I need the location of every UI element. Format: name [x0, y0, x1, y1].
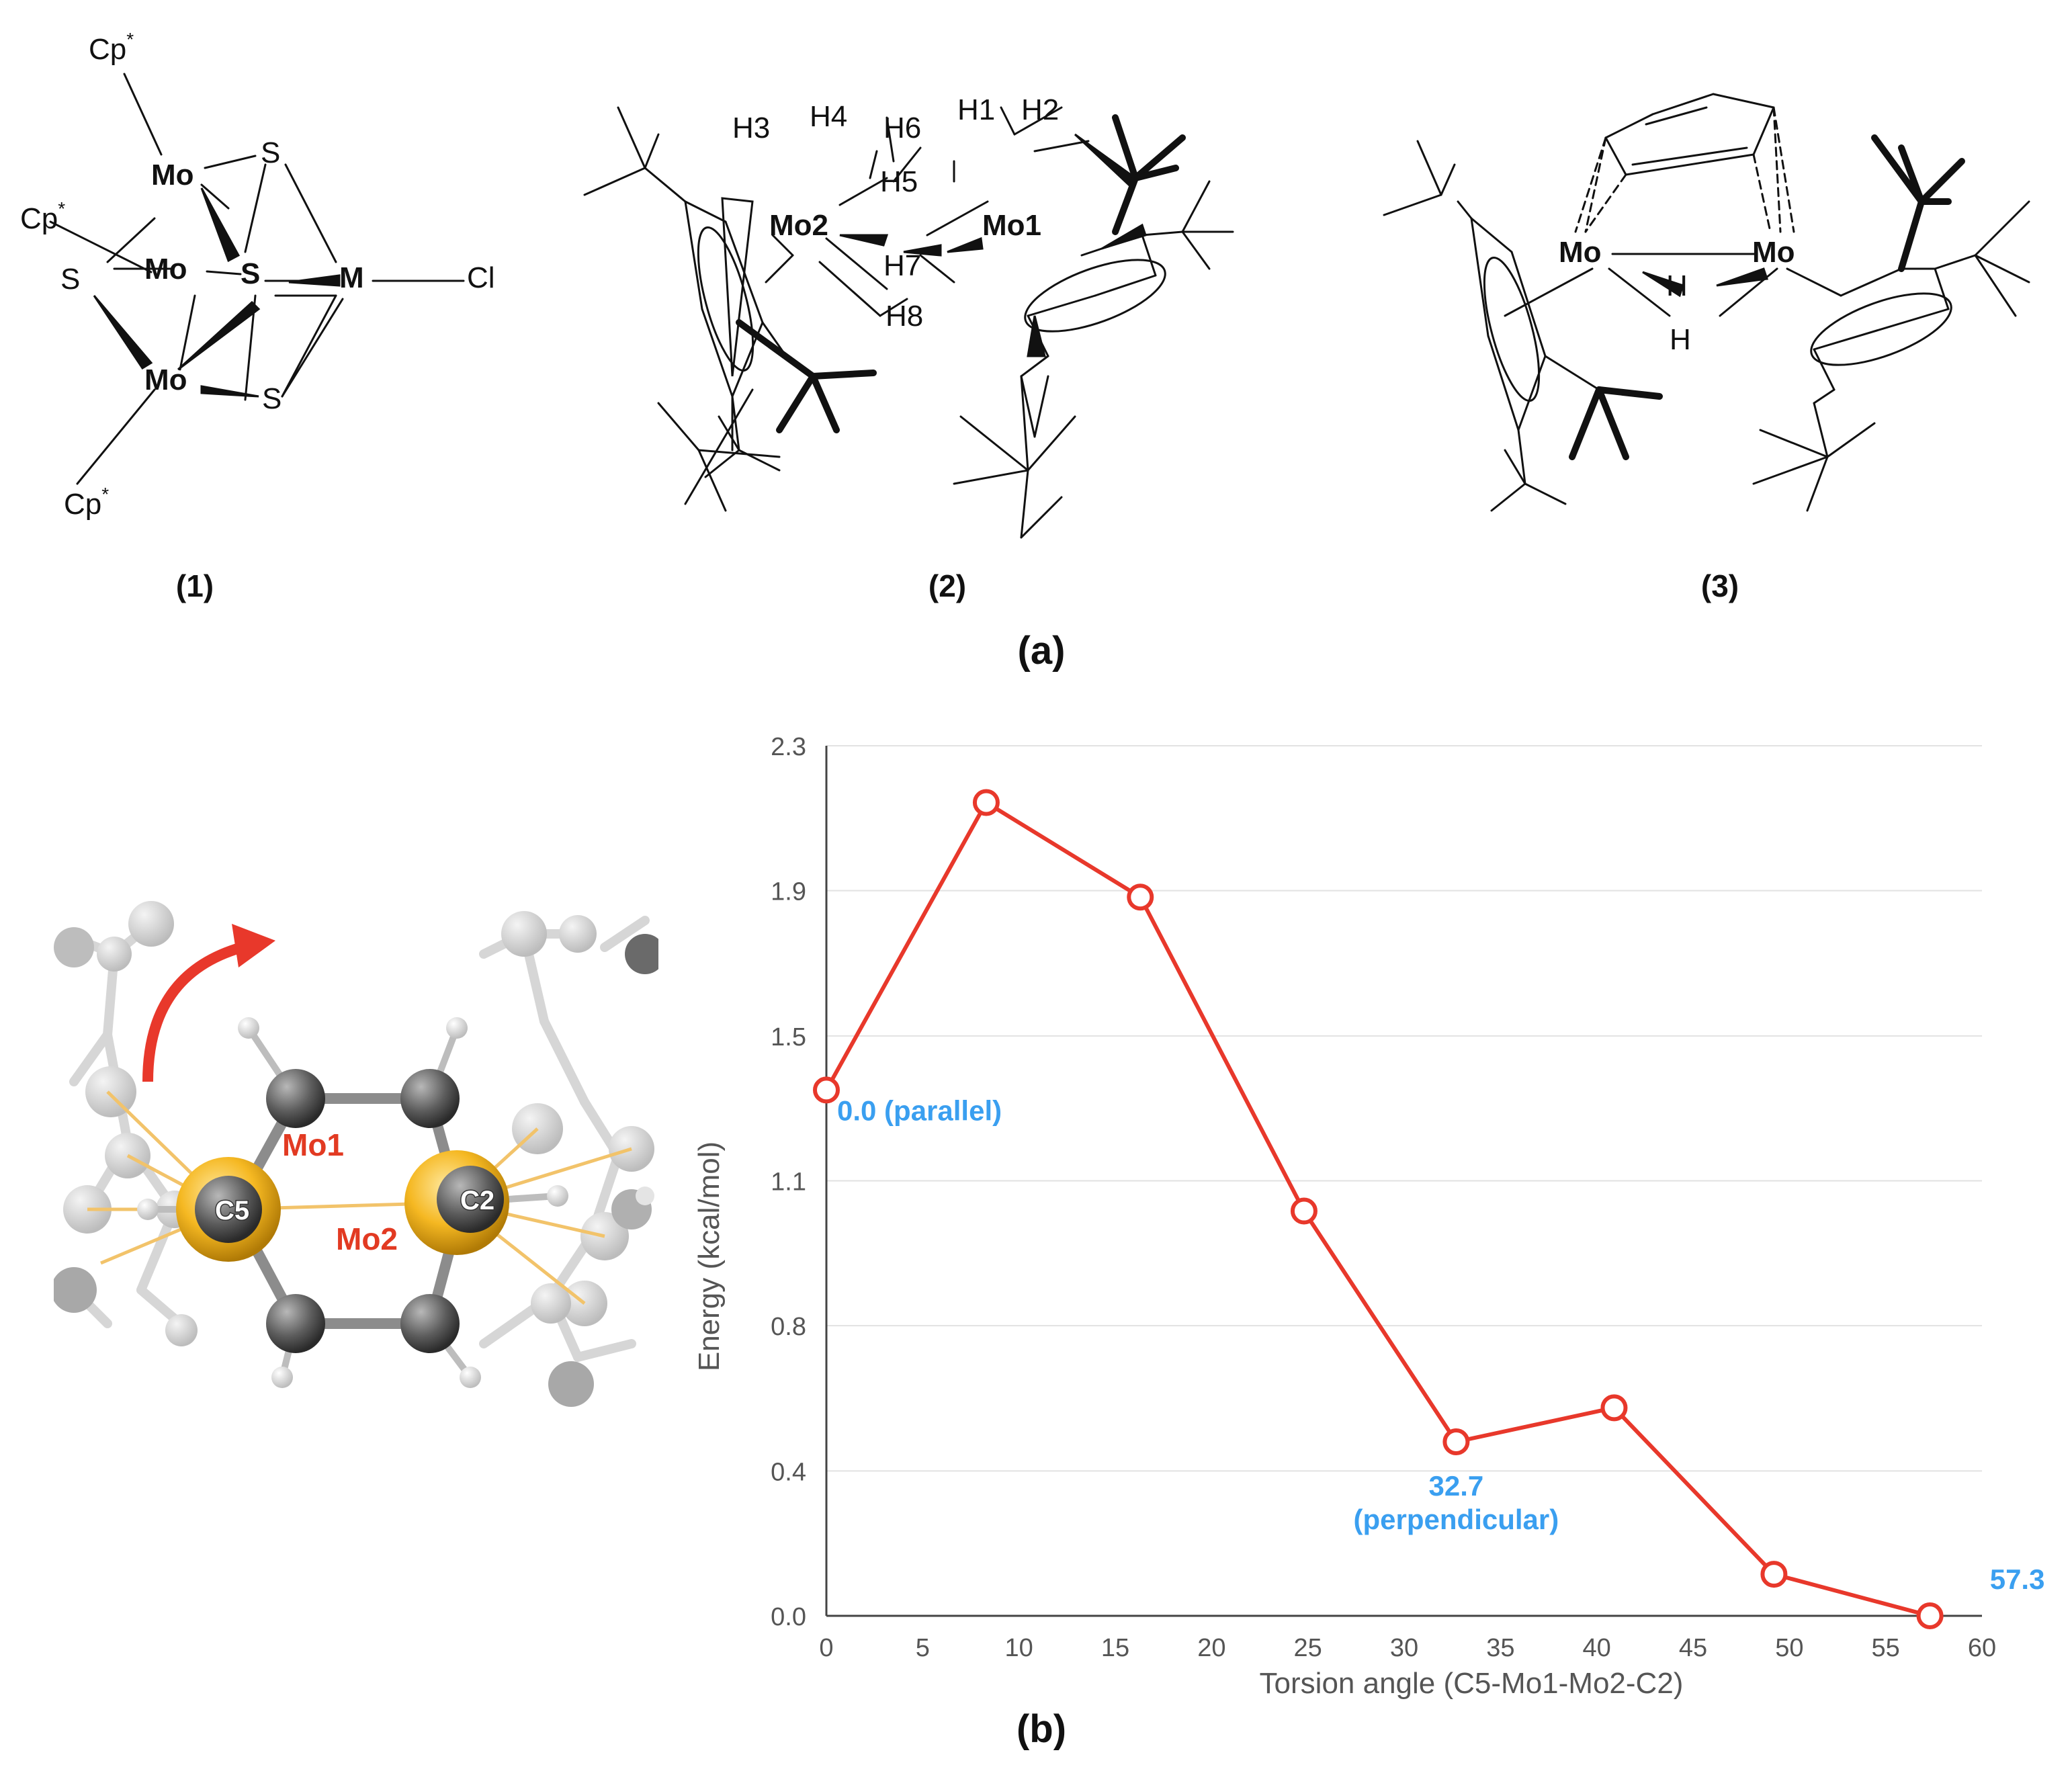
compound-1-caption: (1): [175, 568, 214, 603]
cp-label-bottom: Cp*: [64, 484, 109, 521]
compound-3-atom-labels: Mo Mo H H: [1559, 236, 1795, 356]
y-tick-label: 1.5: [771, 1023, 806, 1051]
mo-label-top: Mo: [151, 159, 194, 191]
annotation-label: (perpendicular): [1354, 1504, 1559, 1535]
y-tick-label: 0.4: [771, 1458, 806, 1486]
x-tick-label: 60: [1968, 1634, 1996, 1662]
energy-series-line: [824, 800, 1931, 1618]
data-point: [1127, 884, 1154, 911]
chart-annotations: 0.0 (parallel) 32.7(perpendicular) 57.3: [837, 1094, 2044, 1595]
x-tick-label: 30: [1390, 1634, 1418, 1662]
h-label-upper: H: [1666, 269, 1688, 302]
cp-label-top: Cp*: [89, 29, 134, 66]
data-point: [1442, 1428, 1470, 1455]
x-axis-label: Torsion angle (C5-Mo1-Mo2-C2): [1260, 1667, 1684, 1700]
h6-label: H6: [883, 112, 921, 144]
chart-gridlines: [826, 745, 1982, 1472]
hydrogen-atoms: [137, 1017, 654, 1388]
m-label: M: [339, 261, 364, 294]
chart-axes: [825, 746, 1982, 1617]
x-tick-label: 25: [1294, 1634, 1322, 1662]
carbon-atom: [266, 1294, 325, 1353]
x-tick-labels: 0 5 10 15 20 25 30 35 40 45 50 55 60: [819, 1634, 1996, 1662]
x-tick-label: 40: [1583, 1634, 1611, 1662]
x-tick-label: 0: [819, 1634, 833, 1662]
rotation-arrow: [142, 942, 244, 1082]
energy-data-points: [813, 789, 1944, 1629]
carbon-atom: [400, 1069, 460, 1128]
annotation-label: 32.7: [1429, 1470, 1484, 1502]
x-tick-label: 55: [1872, 1634, 1900, 1662]
h4-label: H4: [810, 100, 847, 133]
compound-1-structure: [49, 73, 465, 485]
h8-label: H8: [886, 300, 923, 333]
energy-torsion-chart: 0.0 0.4 0.8 1.1 1.5 1.9 2.3 0 5 10 15 20 25 30 35 40 45…: [693, 733, 2044, 1700]
carbon-atom: [400, 1294, 460, 1353]
x-tick-label: 50: [1775, 1634, 1803, 1662]
h-label-lower: H: [1670, 323, 1691, 356]
annotation-label: 57.3: [1990, 1563, 2045, 1595]
data-point: [1600, 1394, 1628, 1422]
carbon-atom: [266, 1069, 325, 1128]
y-tick-label: 0.8: [771, 1313, 806, 1341]
y-axis-label: Energy (kcal/mol): [693, 1141, 726, 1371]
y-tick-label: 2.3: [771, 733, 806, 761]
c2-sphere: [437, 1166, 504, 1233]
s-label-bottom: S: [262, 382, 282, 415]
c5-sphere: [195, 1176, 262, 1243]
mo1-model-label: Mo1: [282, 1127, 344, 1162]
h3-label: H3: [732, 112, 770, 144]
cl-label: Cl: [467, 261, 495, 294]
x-tick-label: 20: [1197, 1634, 1225, 1662]
h2-label: H2: [1021, 93, 1059, 126]
x-tick-label: 10: [1005, 1634, 1033, 1662]
s-label-center: S: [241, 257, 260, 290]
s-label-left: S: [60, 263, 80, 296]
x-tick-label: 45: [1679, 1634, 1707, 1662]
c5-model-label: C5: [215, 1196, 249, 1225]
panel-a-label: (a): [1017, 629, 1066, 673]
cp-label-left: Cp*: [20, 198, 65, 235]
data-point: [1916, 1602, 1944, 1629]
x-tick-label: 35: [1486, 1634, 1514, 1662]
y-tick-label: 0.0: [771, 1603, 806, 1631]
h7-label: H7: [883, 249, 921, 282]
s-label-top: S: [261, 136, 280, 169]
y-tick-labels: 0.0 0.4 0.8 1.1 1.5 1.9 2.3: [771, 733, 806, 1631]
mo-label-right: Mo: [1752, 236, 1795, 269]
mo-label-left: Mo: [1559, 236, 1602, 269]
y-tick-label: 1.9: [771, 878, 806, 906]
compound-2-atom-labels: Mo2 Mo1 H1 H2 H3 H4 H5 H6 H7 H8: [732, 93, 1059, 333]
h5-label: H5: [880, 165, 918, 198]
panel-a-structures: Cp* Cp* Cp* Mo Mo Mo S S S S M Cl Mo2 Mo…: [20, 29, 2030, 539]
mo2-label: Mo2: [769, 209, 828, 242]
h1-label: H1: [957, 93, 995, 126]
mo-label-middle: Mo: [144, 253, 187, 286]
mo-label-bottom: Mo: [144, 363, 187, 396]
data-point: [1760, 1561, 1788, 1588]
y-tick-label: 1.1: [771, 1168, 806, 1197]
rotation-arrowhead: [232, 924, 275, 967]
data-point: [1290, 1197, 1318, 1225]
data-point: [972, 789, 1000, 816]
compound-3-caption: (3): [1700, 568, 1739, 603]
x-tick-label: 15: [1101, 1634, 1129, 1662]
compound-3-structure: [1383, 93, 2030, 512]
molecular-model-image: Mo1 Mo2 C5 C2: [54, 901, 658, 1407]
compound-2-caption: (2): [928, 568, 967, 603]
compound-1-atom-labels: Cp* Cp* Cp* Mo Mo Mo S S S S M Cl: [20, 29, 495, 521]
x-tick-label: 5: [916, 1634, 930, 1662]
annotation-label: 0.0 (parallel): [837, 1094, 1002, 1126]
c2-model-label: C2: [460, 1186, 494, 1215]
panel-b-label: (b): [1016, 1707, 1067, 1751]
mo1-label: Mo1: [982, 209, 1041, 242]
compound-2-structure: [583, 106, 1234, 539]
data-point: [813, 1076, 840, 1104]
mo2-model-label: Mo2: [336, 1221, 398, 1256]
